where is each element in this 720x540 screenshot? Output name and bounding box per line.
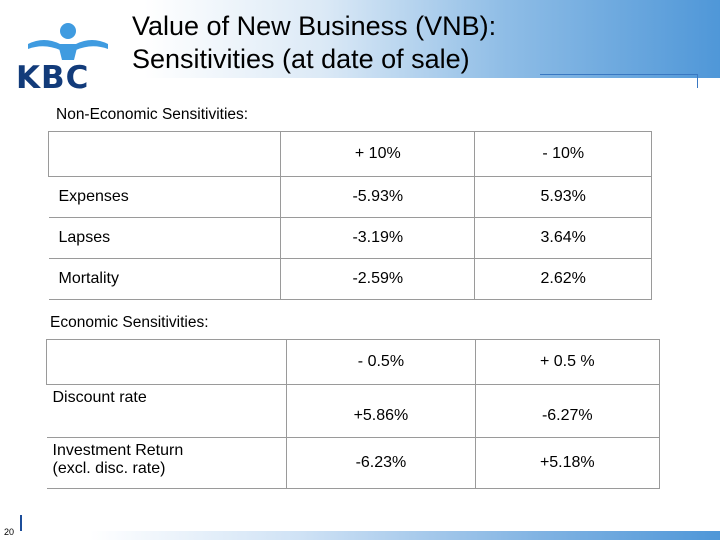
row-label: Lapses <box>48 217 281 259</box>
table-header-row: + 10% - 10% <box>47 131 652 177</box>
row-value: 3.64% <box>474 217 652 259</box>
row-value: -6.27% <box>474 384 661 438</box>
row-value: 5.93% <box>474 176 652 218</box>
header-cell-empty <box>45 339 287 385</box>
non-economic-label: Non-Economic Sensitivities: <box>56 106 249 123</box>
table-row: Investment Return (excl. disc. rate) -6.… <box>46 437 661 489</box>
kbc-logo-text: KBC <box>16 60 90 96</box>
page-number: 20 <box>4 527 15 537</box>
table-row: Lapses -3.19% 3.64% <box>48 217 652 259</box>
row-label-line: (excl. disc. rate) <box>52 460 166 477</box>
title-line-2: Sensitivities (at date of sale) <box>132 44 470 74</box>
row-label: Investment Return (excl. disc. rate) <box>46 437 287 489</box>
header-plus-0-5: + 0.5 % <box>474 339 661 385</box>
header-minus-0-5: - 0.5% <box>286 339 476 385</box>
row-value: +5.86% <box>286 384 476 438</box>
header-band <box>0 0 720 78</box>
row-label-line: Investment Return <box>52 442 184 459</box>
row-label: Mortality <box>48 258 281 300</box>
table-row: Discount rate +5.86% -6.27% <box>46 384 661 438</box>
title-line-1: Value of New Business (VNB): <box>132 11 497 41</box>
row-value: +5.18% <box>474 437 661 489</box>
economic-label: Economic Sensitivities: <box>50 314 209 331</box>
row-value: -3.19% <box>280 217 475 259</box>
table-row: Mortality -2.59% 2.62% <box>48 258 652 300</box>
header-plus-10: + 10% <box>280 131 475 177</box>
row-value: 2.62% <box>474 258 652 300</box>
row-value: -2.59% <box>280 258 475 300</box>
header-cell-empty <box>47 131 281 177</box>
row-value: -6.23% <box>286 437 476 489</box>
footer-rule-vertical <box>20 515 22 540</box>
footer-band <box>20 531 720 540</box>
kbc-figure-logo-icon <box>22 22 114 98</box>
row-label: Discount rate <box>46 384 287 438</box>
title-underline <box>540 74 698 75</box>
row-label-line: Discount rate <box>52 389 147 406</box>
page-title: Value of New Business (VNB): Sensitiviti… <box>132 10 692 76</box>
non-economic-table: + 10% - 10% Expenses -5.93% 5.93% Lapses… <box>47 131 652 300</box>
row-value: -5.93% <box>280 176 475 218</box>
table-header-row: - 0.5% + 0.5 % <box>45 339 661 385</box>
header-minus-10: - 10% <box>474 131 652 177</box>
table-row: Expenses -5.93% 5.93% <box>48 176 652 218</box>
title-rule-vertical <box>697 74 698 88</box>
row-label: Expenses <box>48 176 281 218</box>
economic-table: - 0.5% + 0.5 % Discount rate +5.86% -6.2… <box>45 339 661 489</box>
